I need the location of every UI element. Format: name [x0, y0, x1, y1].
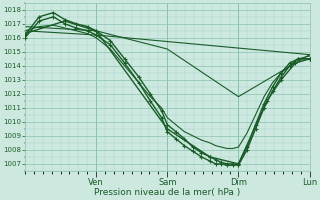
X-axis label: Pression niveau de la mer( hPa ): Pression niveau de la mer( hPa ): [94, 188, 240, 197]
